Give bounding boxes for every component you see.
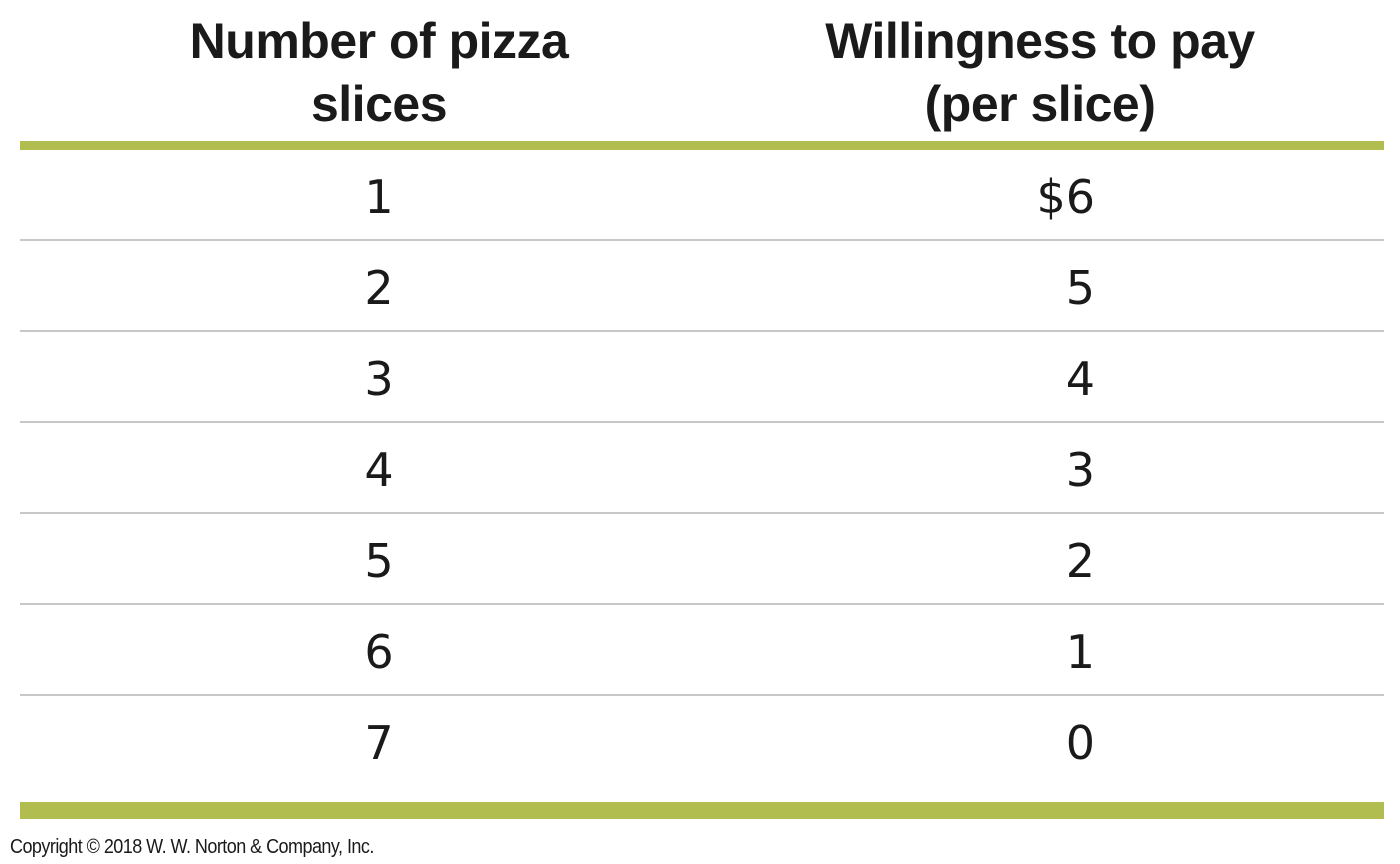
price-cell: 4 [1065,352,1095,406]
table-row: 3 4 [20,332,1384,423]
table-row: 6 1 [20,605,1384,696]
header-line: Willingness to pay [825,13,1255,69]
slices-cell: 4 [364,443,394,497]
header-rule [20,141,1384,150]
table-row: 4 3 [20,423,1384,514]
header-line: slices [310,76,448,132]
bottom-rule [20,802,1384,819]
price-cell: 2 [1065,534,1095,588]
slices-cell: 7 [364,716,394,770]
copyright-notice: Copyright © 2018 W. W. Norton & Company,… [10,836,374,858]
price-cell: 1 [1065,625,1095,679]
slices-cell: 2 [364,261,394,315]
table-row: 7 0 [20,696,1384,802]
header-line: (per slice) [924,76,1156,132]
price-cell: 3 [1065,443,1095,497]
price-cell: 5 [1065,261,1095,315]
slices-cell: 6 [364,625,394,679]
table-row: 5 2 [20,514,1384,605]
header-willingness-to-pay: Willingness to pay (per slice) [700,10,1380,136]
price-cell: 0 [1065,716,1095,770]
price-cell: $6 [1036,170,1095,224]
slices-cell: 3 [364,352,394,406]
header-number-of-slices: Number of pizza slices [20,10,738,136]
table-row: 1 $6 [20,150,1384,241]
header-line: Number of pizza [189,13,569,69]
willingness-to-pay-table: Number of pizza slices Willingness to pa… [20,0,1384,819]
slices-cell: 1 [364,170,394,224]
table-header: Number of pizza slices Willingness to pa… [20,0,1384,141]
table-row: 2 5 [20,241,1384,332]
slices-cell: 5 [364,534,394,588]
